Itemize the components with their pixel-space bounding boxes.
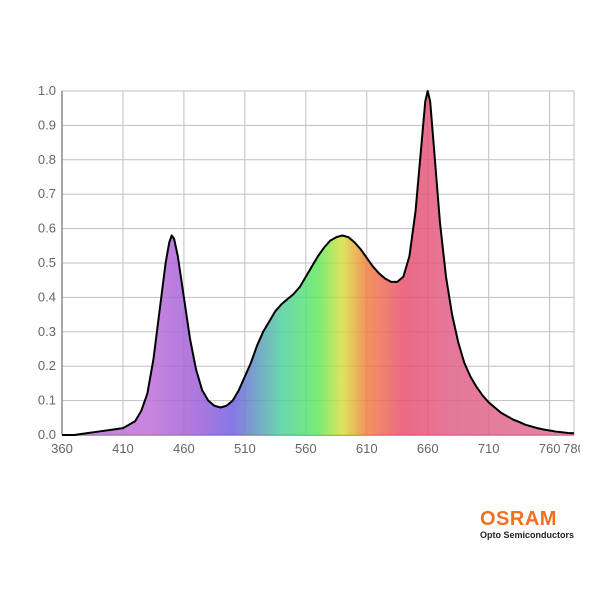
ytick-label: 0.2 [38, 358, 56, 373]
ytick-label: 0.6 [38, 221, 56, 236]
ytick-label: 0.5 [38, 255, 56, 270]
ytick-label: 0.3 [38, 324, 56, 339]
ytick-label: 0.9 [38, 117, 56, 132]
xtick-label: 610 [356, 441, 378, 456]
ytick-label: 0.0 [38, 427, 56, 442]
ytick-label: 0.4 [38, 289, 56, 304]
ytick-label: 0.7 [38, 186, 56, 201]
ytick-label: 0.1 [38, 393, 56, 408]
xtick-label: 660 [417, 441, 439, 456]
ytick-label: 1.0 [38, 85, 56, 98]
xtick-label: 710 [478, 441, 500, 456]
spectrum-chart: 0.0 0.1 0.2 0.3 0.4 0.5 0.6 0.7 0.8 0.9 1.0 360 410 4… [20, 85, 580, 465]
xtick-label: 460 [173, 441, 195, 456]
brand-subtitle: Opto Semiconductors [480, 530, 574, 540]
brand-name: OSRAM [480, 509, 574, 529]
xtick-label: 560 [295, 441, 317, 456]
xtick-label: 410 [112, 441, 134, 456]
ytick-label: 0.8 [38, 152, 56, 167]
xtick-label: 780 [563, 441, 580, 456]
xtick-label: 360 [51, 441, 73, 456]
chart-frame: 0.0 0.1 0.2 0.3 0.4 0.5 0.6 0.7 0.8 0.9 1.0 360 410 4… [0, 0, 600, 600]
brand-block: OSRAM Opto Semiconductors [480, 509, 574, 540]
xtick-label: 510 [234, 441, 256, 456]
xtick-label: 760 [539, 441, 561, 456]
